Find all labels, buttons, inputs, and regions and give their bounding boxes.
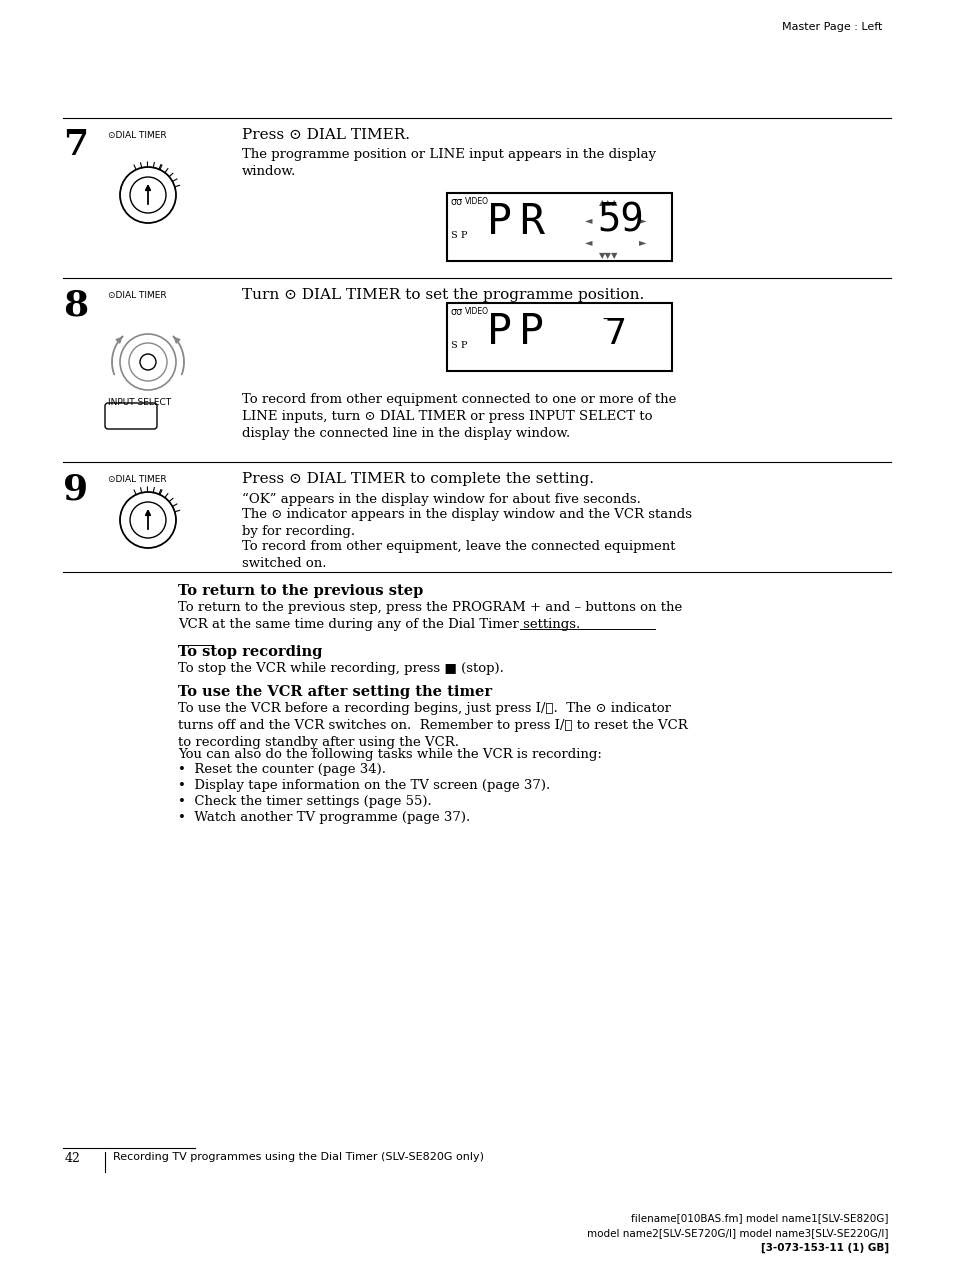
Text: 9: 9 [63,472,88,505]
Text: P: P [486,311,512,353]
Text: Press ⊙ DIAL TIMER to complete the setting.: Press ⊙ DIAL TIMER to complete the setti… [242,472,594,486]
Text: •  Display tape information on the TV screen (page 37).: • Display tape information on the TV scr… [178,779,550,792]
Text: [3-073-153-11 (1) GB]: [3-073-153-11 (1) GB] [760,1243,888,1253]
Text: INPUT SELECT: INPUT SELECT [108,398,171,406]
Text: S P: S P [451,342,467,351]
Text: ◄: ◄ [584,237,592,246]
Text: ►: ► [639,215,646,225]
Text: S P: S P [451,231,467,240]
Text: “OK” appears in the display window for about five seconds.: “OK” appears in the display window for a… [242,493,640,507]
FancyBboxPatch shape [447,304,671,371]
Text: ⊙DIAL TIMER: ⊙DIAL TIMER [108,475,167,484]
Text: Turn ⊙ DIAL TIMER to set the programme position.: Turn ⊙ DIAL TIMER to set the programme p… [242,288,643,302]
Text: ◄: ◄ [584,215,592,225]
Text: σσ: σσ [451,197,463,207]
Text: filename[010BAS.fm] model name1[SLV-SE820G]: filename[010BAS.fm] model name1[SLV-SE82… [631,1213,888,1223]
Text: To return to the previous step: To return to the previous step [178,584,423,598]
Text: ⊙DIAL TIMER: ⊙DIAL TIMER [108,131,167,140]
Text: P: P [518,311,543,353]
Text: ▼▼▼: ▼▼▼ [598,251,618,260]
Text: R: R [518,201,543,243]
Text: •  Reset the counter (page 34).: • Reset the counter (page 34). [178,763,386,776]
Text: To return to the previous step, press the PROGRAM + and – buttons on the
VCR at : To return to the previous step, press th… [178,601,681,631]
Text: ⊙DIAL TIMER: ⊙DIAL TIMER [108,291,167,300]
Text: Recording TV programmes using the Dial Timer (SLV-SE820G only): Recording TV programmes using the Dial T… [112,1152,483,1162]
Text: VIDEO: VIDEO [464,197,489,206]
Text: VIDEO: VIDEO [464,307,489,316]
Text: To record from other equipment connected to one or more of the
LINE inputs, turn: To record from other equipment connected… [242,392,676,439]
Text: P: P [486,201,512,243]
Text: 7: 7 [63,128,88,163]
Text: ▲▲▲: ▲▲▲ [598,198,618,207]
Text: 7: 7 [604,318,626,351]
Text: Press ⊙ DIAL TIMER.: Press ⊙ DIAL TIMER. [242,128,410,142]
FancyBboxPatch shape [105,403,157,429]
Text: model name2[SLV-SE720G/I] model name3[SLV-SE220G/I]: model name2[SLV-SE720G/I] model name3[SL… [587,1228,888,1238]
Text: Master Page : Left: Master Page : Left [781,22,882,32]
Text: To stop recording: To stop recording [178,645,322,659]
Text: To use the VCR after setting the timer: To use the VCR after setting the timer [178,685,492,699]
Text: •  Check the timer settings (page 55).: • Check the timer settings (page 55). [178,795,432,808]
Text: To use the VCR before a recording begins, just press I/⏻.  The ⊙ indicator
turns: To use the VCR before a recording begins… [178,702,687,749]
Text: σσ: σσ [451,307,463,318]
Text: •  Watch another TV programme (page 37).: • Watch another TV programme (page 37). [178,812,470,824]
Text: To stop the VCR while recording, press ■ (stop).: To stop the VCR while recording, press ■… [178,662,503,674]
Text: ►: ► [639,237,646,246]
Text: The ⊙ indicator appears in the display window and the VCR stands
by for recordin: The ⊙ indicator appears in the display w… [242,508,691,538]
Text: The programme position or LINE input appears in the display
window.: The programme position or LINE input app… [242,149,656,178]
Text: —: — [601,312,615,326]
Text: You can also do the following tasks while the VCR is recording:: You can also do the following tasks whil… [178,748,601,761]
FancyBboxPatch shape [447,193,671,262]
Text: 8: 8 [63,288,88,323]
Text: To record from other equipment, leave the connected equipment
switched on.: To record from other equipment, leave th… [242,540,675,570]
Text: 59: 59 [597,201,643,239]
Text: 42: 42 [65,1152,81,1165]
